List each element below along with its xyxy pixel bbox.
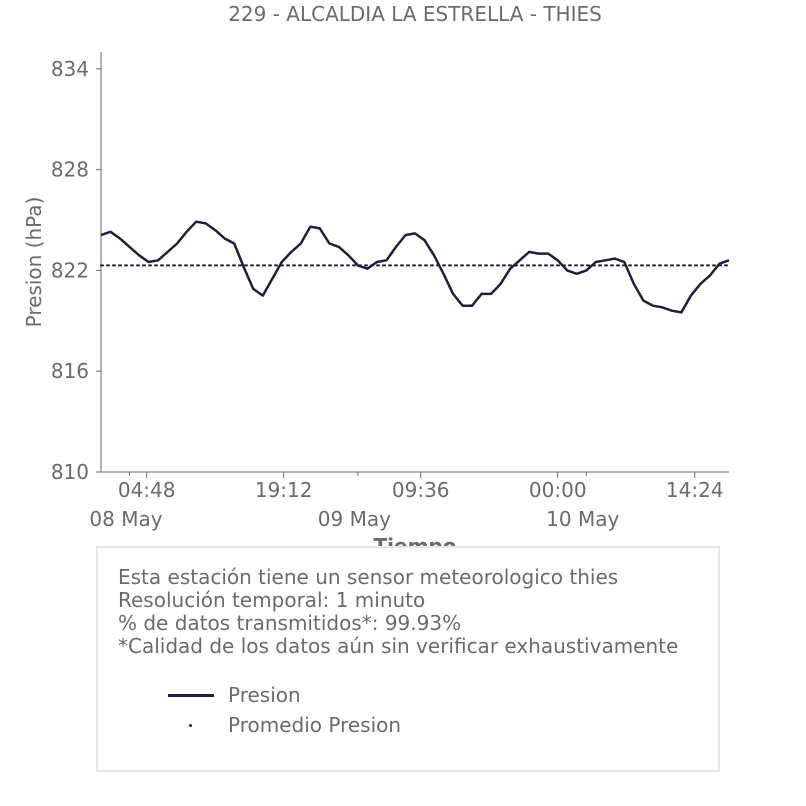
x-date-label: 10 May — [546, 507, 619, 531]
legend-label-promedio: Promedio Presion — [228, 713, 402, 737]
x-date-label: 08 May — [89, 507, 162, 531]
y-tick-label: 816 — [51, 359, 89, 383]
pressure-line — [100, 220, 730, 314]
legend-item-promedio: Promedio Presion — [168, 710, 401, 740]
x-tick-label: 09:36 — [392, 478, 450, 502]
dot-icon — [168, 715, 214, 735]
y-tick-label: 828 — [51, 158, 89, 182]
y-axis-title: Presion (hPa) — [22, 197, 46, 328]
x-tick-label: 14:24 — [666, 478, 724, 502]
info-line-transmitted: % de datos transmitidos*: 99.93% — [118, 611, 462, 635]
info-box: Esta estación tiene un sensor meteorolog… — [96, 546, 720, 772]
x-tick-label: 00:00 — [529, 478, 587, 502]
y-tick-label: 810 — [51, 460, 89, 484]
info-line-quality: *Calidad de los datos aún sin verificar … — [118, 634, 679, 658]
solid-line-icon — [168, 685, 214, 705]
info-line-resolution: Resolución temporal: 1 minuto — [118, 588, 426, 612]
info-line-sensor: Esta estación tiene un sensor meteorolog… — [118, 565, 619, 589]
axes: 810 816 822 828 834 04:48 19:12 09:36 00:00 14:24… — [51, 52, 729, 531]
y-tick-label: 822 — [51, 258, 89, 282]
legend-item-presion: Presion — [168, 680, 401, 710]
x-date-label: 09 May — [318, 507, 391, 531]
series-lines — [100, 220, 730, 314]
y-tick-label: 834 — [51, 57, 89, 81]
legend: Presion Promedio Presion — [168, 680, 401, 740]
x-tick-label: 19:12 — [255, 478, 313, 502]
chart-title: 229 - ALCALDIA LA ESTRELLA - THIES — [228, 2, 602, 26]
legend-label-presion: Presion — [228, 683, 301, 707]
pressure-chart: 229 - ALCALDIA LA ESTRELLA - THIES 81081… — [22, 2, 730, 546]
info-text: Esta estación tiene un sensor meteorolog… — [118, 566, 678, 658]
x-tick-label: 04:48 — [118, 478, 176, 502]
x-axis-title: Tiempo — [374, 534, 457, 546]
